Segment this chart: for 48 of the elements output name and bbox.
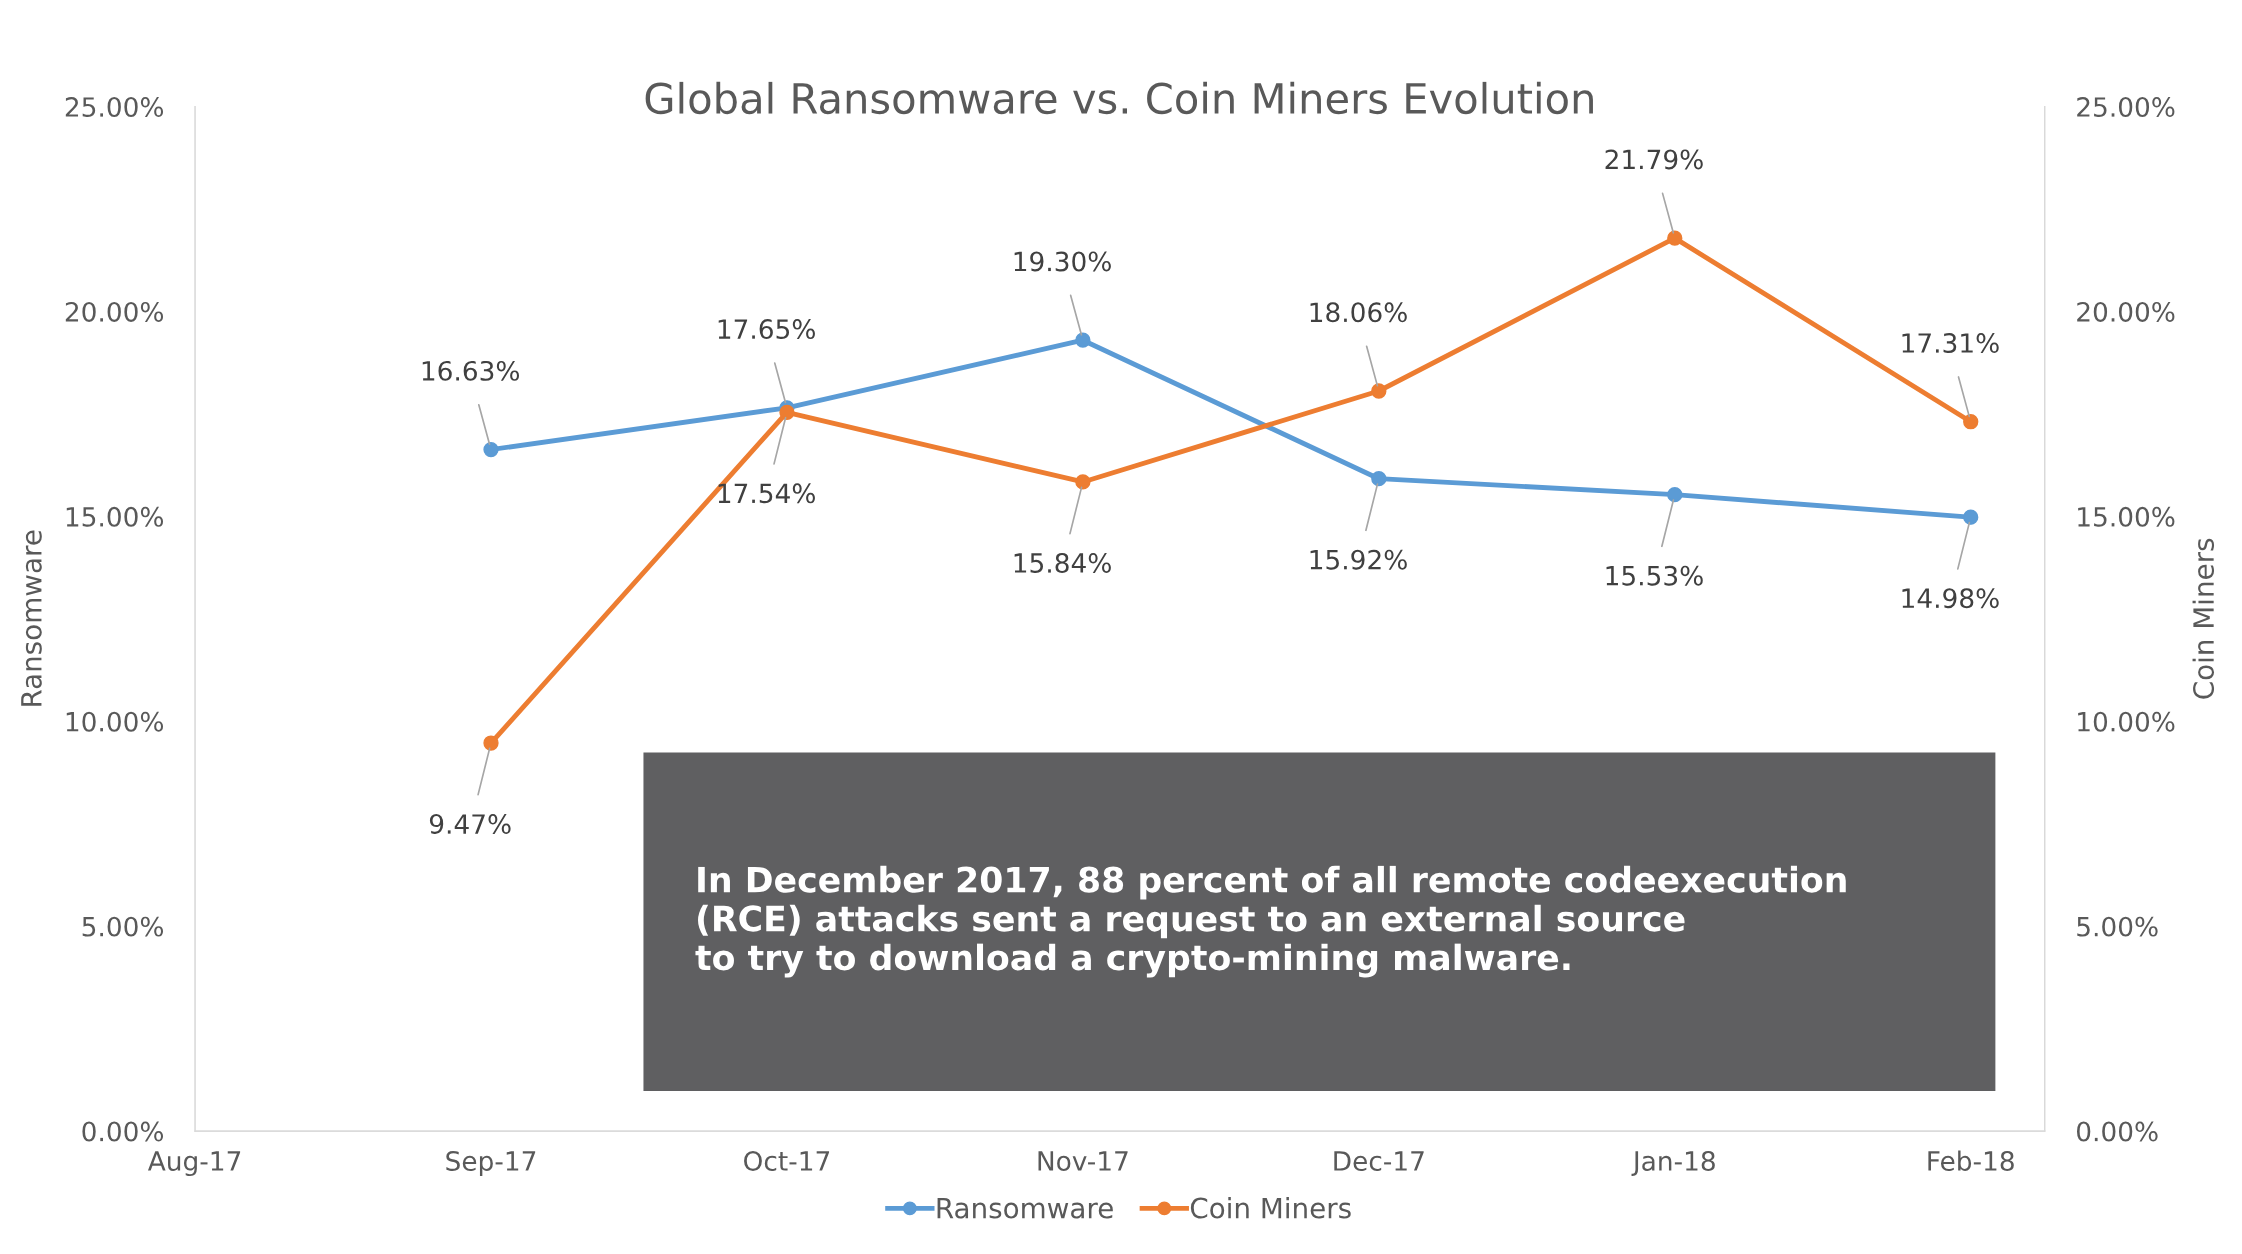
x-tick-label: Feb-18 bbox=[1928, 1150, 2014, 1171]
data-label: 17.65% bbox=[718, 319, 815, 340]
y-axis-title: Ransomware bbox=[21, 530, 42, 706]
x-tick-label: Oct-17 bbox=[744, 1151, 830, 1171]
point bbox=[1963, 509, 1979, 525]
point bbox=[1667, 230, 1683, 246]
point bbox=[779, 404, 795, 420]
data-label: 15.84% bbox=[1014, 553, 1111, 573]
data-label: 16.63% bbox=[422, 360, 520, 381]
data-label: 15.92% bbox=[1310, 549, 1407, 570]
y2-tick-label: 20.00% bbox=[2077, 301, 2175, 322]
point bbox=[483, 441, 499, 458]
y2-tick-label: 0.00% bbox=[2077, 1121, 2158, 1142]
y-tick-label: 15.00% bbox=[66, 506, 164, 527]
x-tick-label: Nov-17 bbox=[1038, 1151, 1128, 1171]
x-tick-label: Aug-17 bbox=[147, 1151, 241, 1177]
point bbox=[1075, 332, 1091, 348]
data-label: 18.06% bbox=[1310, 302, 1407, 323]
chart-title: Global Ransomware vs. Coin Miners Evolution bbox=[645, 81, 1593, 115]
x-tick-label: Dec-17 bbox=[1334, 1151, 1424, 1171]
legend-label: Coin Miners bbox=[1190, 1197, 1351, 1219]
data-label: 9.47% bbox=[429, 814, 511, 835]
annotation: In December 2017, 88 percent of all remote codeexecution (RCE) attacks sent a request to an external source to try to download a crypto-mining malware. bbox=[695, 865, 1846, 978]
data-label: 14.98% bbox=[1902, 588, 1999, 609]
legend-label: Ransomware bbox=[937, 1197, 1113, 1219]
point bbox=[1075, 474, 1091, 490]
point bbox=[483, 735, 499, 751]
y2-tick-label: 5.00% bbox=[2077, 916, 2158, 937]
y-tick-label: 10.00% bbox=[66, 711, 164, 732]
point bbox=[1667, 487, 1683, 503]
y-tick-label: 0.00% bbox=[82, 1121, 164, 1142]
x-tick-label: Sep-17 bbox=[446, 1151, 536, 1177]
y-tick-label: 20.00% bbox=[65, 301, 164, 322]
data-label: 15.53% bbox=[1606, 565, 1703, 586]
point bbox=[1371, 383, 1387, 399]
data-label: 17.54% bbox=[718, 483, 815, 504]
y-tick-label: 5.00% bbox=[82, 916, 164, 937]
data-label: 17.31% bbox=[1902, 333, 1999, 353]
x-tick-label: Jan-18 bbox=[1631, 1151, 1715, 1176]
data-label: 21.79% bbox=[1605, 149, 1703, 170]
y2-axis-title: Coin Miners bbox=[2192, 538, 2215, 699]
point bbox=[1371, 471, 1387, 487]
y2-tick-label: 15.00% bbox=[2078, 506, 2175, 527]
point bbox=[1963, 414, 1979, 430]
y-tick-label: 25.00% bbox=[65, 97, 164, 117]
y2-tick-label: 25.00% bbox=[2077, 97, 2175, 117]
data-label: 19.30% bbox=[1014, 251, 1111, 272]
y2-tick-label: 10.00% bbox=[2078, 711, 2175, 732]
